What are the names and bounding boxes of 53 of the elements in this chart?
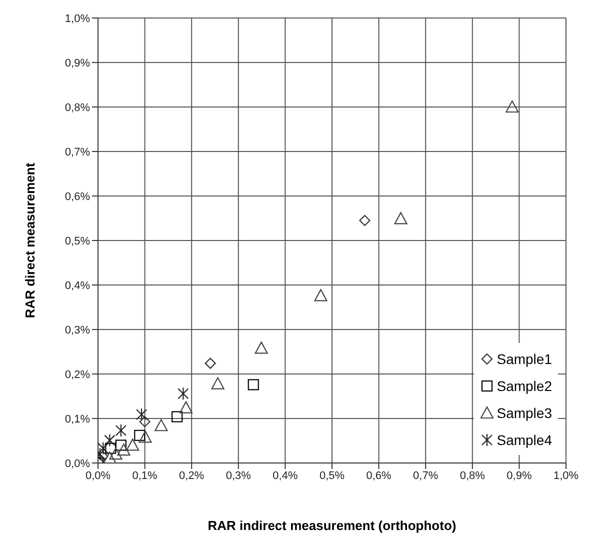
point bbox=[138, 430, 152, 443]
point bbox=[172, 411, 183, 422]
y-axis-title: RAR direct measurement bbox=[22, 162, 38, 318]
y-tick-label: 0,8% bbox=[64, 102, 90, 114]
y-tick-label: 0,4% bbox=[64, 280, 90, 292]
x-tick-label: 0,4% bbox=[272, 470, 298, 482]
point bbox=[359, 214, 370, 226]
y-tick-label: 1,0% bbox=[64, 12, 90, 25]
point bbox=[211, 377, 224, 390]
x-tick-label: 0,8% bbox=[460, 470, 486, 482]
y-tick-label: 0,6% bbox=[64, 190, 90, 203]
x-tick-label: 0,2% bbox=[179, 470, 204, 482]
legend-label: Sample1 bbox=[496, 350, 552, 366]
point bbox=[105, 442, 116, 454]
x-tick-label: 0,7% bbox=[413, 470, 438, 482]
point bbox=[394, 212, 408, 224]
point bbox=[139, 416, 150, 428]
point bbox=[104, 434, 116, 447]
point bbox=[506, 100, 519, 113]
point bbox=[179, 401, 193, 414]
x-tick-label: 1,0% bbox=[553, 470, 579, 482]
point bbox=[248, 379, 259, 390]
x-tick-label: 0,0% bbox=[85, 470, 111, 482]
point bbox=[98, 442, 109, 455]
point bbox=[136, 408, 148, 422]
legend-label: Sample4 bbox=[496, 432, 552, 448]
point bbox=[134, 430, 146, 441]
point bbox=[115, 424, 126, 438]
point bbox=[254, 342, 268, 354]
x-tick-label: 0,1% bbox=[132, 470, 158, 482]
y-tick-label: 0,5% bbox=[64, 235, 90, 248]
point bbox=[109, 448, 122, 460]
point bbox=[115, 440, 126, 451]
y-tick-label: 0,7% bbox=[64, 146, 90, 158]
y-tick-label: 0,9% bbox=[64, 57, 90, 70]
point bbox=[314, 289, 328, 302]
x-tick-label: 0,3% bbox=[226, 470, 252, 482]
legend-label: Sample2 bbox=[496, 378, 552, 394]
point bbox=[204, 358, 216, 369]
point bbox=[178, 387, 189, 400]
y-tick-label: 0,3% bbox=[64, 324, 90, 336]
legend-label: Sample3 bbox=[496, 404, 552, 420]
point bbox=[154, 419, 168, 432]
y-tick-label: 0,1% bbox=[64, 413, 90, 426]
point bbox=[117, 444, 130, 456]
point bbox=[103, 452, 116, 463]
point bbox=[126, 438, 140, 451]
x-tick-label: 0,6% bbox=[366, 470, 392, 482]
y-tick-label: 0,2% bbox=[64, 368, 90, 381]
x-axis-title: RAR indirect measurement (orthophoto) bbox=[208, 518, 456, 534]
y-tick-label: 0,0% bbox=[64, 458, 90, 470]
x-tick-label: 0,9% bbox=[506, 470, 532, 482]
x-tick-label: 0,5% bbox=[319, 470, 345, 482]
